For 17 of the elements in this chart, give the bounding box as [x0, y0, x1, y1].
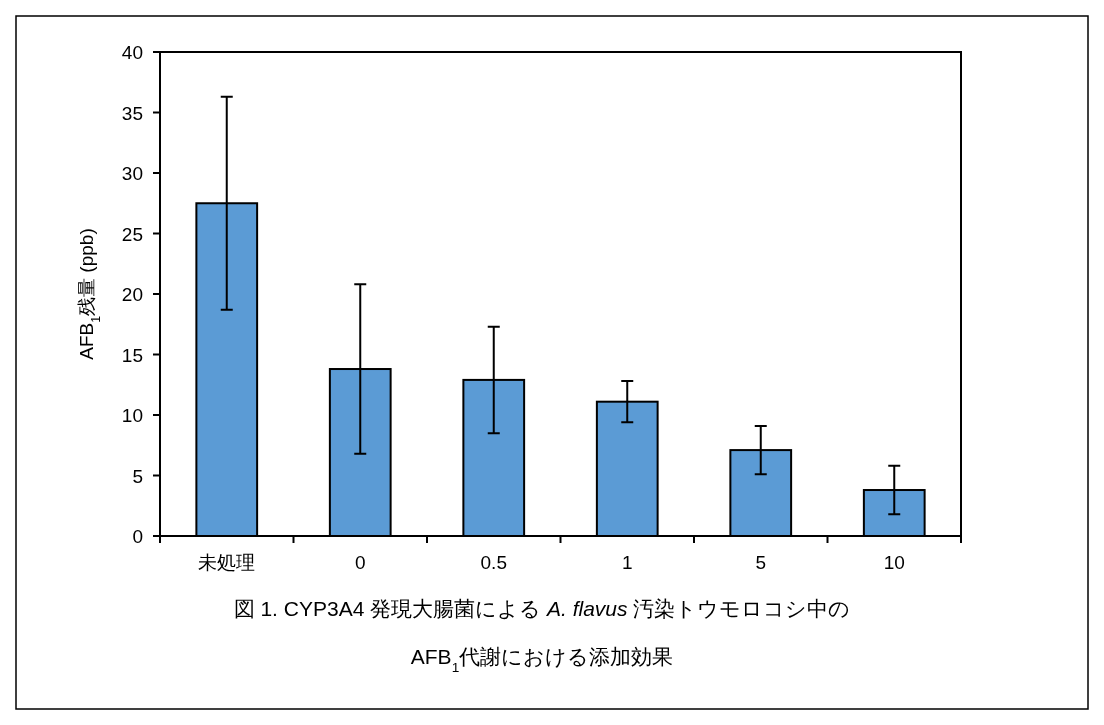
y-tick-label: 0: [132, 526, 143, 547]
y-tick-label: 25: [121, 223, 143, 245]
x-tick-label: 5: [755, 552, 767, 573]
caption: 図 1. CYP3A4 発現大腸菌による A. flavus 汚染トウモロコシ中の: [233, 597, 851, 620]
y-tick-label: 30: [121, 163, 143, 184]
x-tick-label: 1: [621, 552, 633, 573]
y-tick-label: 20: [121, 284, 143, 305]
y-tick-label: 40: [121, 42, 143, 63]
y-tick-label: 35: [121, 102, 143, 124]
x-tick-label: 0: [354, 552, 366, 573]
text: AFB$_{1}$代謝における添加効果: [410, 645, 674, 675]
x-tick-label: 0.5: [480, 552, 507, 573]
y-tick-label: 15: [121, 344, 143, 366]
y-tick-label: 10: [121, 405, 143, 426]
x-tick-label: 未処理: [198, 552, 256, 573]
y-tick-label: 5: [132, 465, 143, 487]
x-tick-label: 10: [883, 552, 905, 573]
